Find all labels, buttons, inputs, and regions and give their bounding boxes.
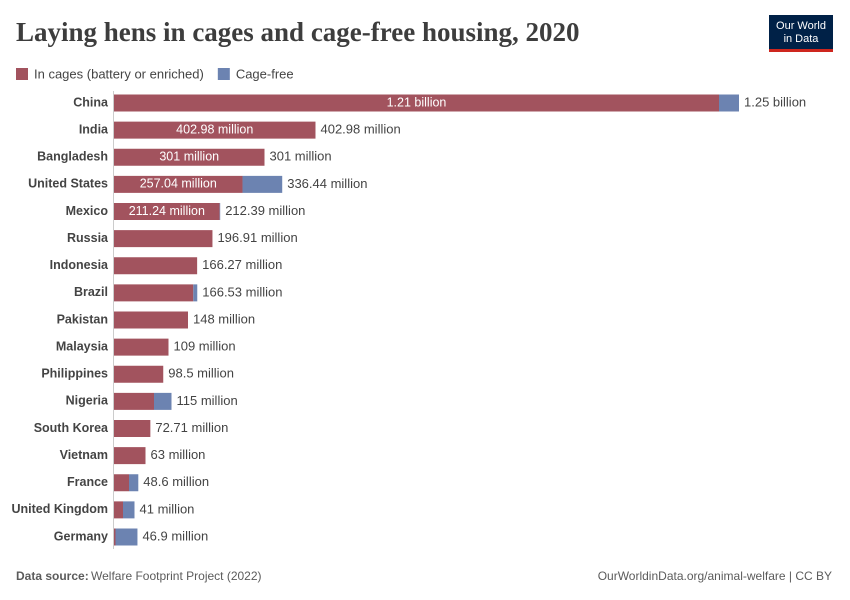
total-label: 109 million bbox=[174, 339, 236, 354]
bar-segment bbox=[123, 501, 135, 519]
total-label: 72.71 million bbox=[155, 420, 228, 435]
category-label: Indonesia bbox=[50, 258, 109, 272]
value-label: 402.98 million bbox=[176, 122, 253, 136]
bar-segment bbox=[114, 501, 123, 519]
category-label: Malaysia bbox=[56, 339, 109, 353]
total-label: 166.27 million bbox=[202, 257, 282, 272]
category-label: Mexico bbox=[66, 204, 109, 218]
total-label: 212.39 million bbox=[225, 203, 305, 218]
total-label: 63 million bbox=[151, 447, 206, 462]
bar-segment bbox=[219, 203, 221, 220]
category-label: Pakistan bbox=[57, 312, 108, 326]
bar-segment bbox=[114, 420, 151, 437]
total-label: 196.91 million bbox=[217, 230, 297, 245]
logo-box bbox=[769, 15, 833, 52]
source-label: Data source: bbox=[16, 569, 89, 583]
logo-stripe bbox=[769, 49, 833, 52]
bar-segment bbox=[129, 474, 139, 492]
total-label: 301 million bbox=[270, 149, 332, 164]
bar-segment bbox=[193, 284, 198, 302]
bar-segment bbox=[114, 528, 116, 546]
bar-segment bbox=[114, 392, 154, 410]
total-label: 48.6 million bbox=[143, 474, 209, 489]
footer-link: OurWorldinData.org/animal-welfare | CC B… bbox=[598, 569, 832, 583]
value-label: 211.24 million bbox=[129, 204, 205, 218]
value-label: 257.04 million bbox=[140, 177, 217, 191]
legend-swatch bbox=[16, 68, 28, 80]
bar-segment bbox=[154, 392, 172, 410]
total-label: 402.98 million bbox=[320, 122, 400, 137]
value-label: 1.21 billion bbox=[387, 95, 447, 109]
chart-title: Laying hens in cages and cage-free housi… bbox=[16, 17, 580, 47]
logo-text: Our World bbox=[776, 20, 826, 32]
total-label: 1.25 billion bbox=[744, 94, 806, 109]
bar-segment bbox=[114, 230, 213, 248]
category-label: Bangladesh bbox=[37, 150, 108, 164]
bar-segment bbox=[114, 365, 164, 383]
category-label: Vietnam bbox=[60, 448, 108, 462]
category-label: South Korea bbox=[34, 421, 109, 435]
total-label: 98.5 million bbox=[168, 366, 234, 381]
category-label: United Kingdom bbox=[11, 502, 108, 516]
category-label: Russia bbox=[67, 231, 109, 245]
bar-segment bbox=[114, 284, 194, 302]
legend-label: In cages (battery or enriched) bbox=[34, 66, 204, 81]
category-label: United States bbox=[28, 177, 108, 191]
source: Welfare Footprint Project (2022) bbox=[91, 569, 262, 583]
value-label: 301 million bbox=[159, 150, 219, 164]
bar-segment bbox=[115, 528, 138, 546]
bar-segment bbox=[242, 175, 283, 193]
bar-segment bbox=[114, 474, 129, 492]
legend-label: Cage-free bbox=[236, 66, 294, 81]
category-label: China bbox=[73, 95, 109, 109]
bar-segment bbox=[114, 203, 220, 220]
category-label: India bbox=[79, 122, 109, 136]
category-label: Philippines bbox=[41, 367, 108, 381]
total-label: 336.44 million bbox=[287, 176, 367, 191]
bar-segment bbox=[114, 311, 188, 329]
total-label: 46.9 million bbox=[142, 528, 208, 543]
bar-segment bbox=[114, 447, 146, 465]
total-label: 148 million bbox=[193, 311, 255, 326]
bar-segment bbox=[719, 94, 739, 112]
bar-segment bbox=[114, 175, 243, 193]
logo-text: in Data bbox=[784, 33, 820, 45]
category-label: France bbox=[67, 475, 108, 489]
category-label: Germany bbox=[54, 529, 108, 543]
bar-segment bbox=[114, 148, 265, 166]
total-label: 166.53 million bbox=[202, 284, 282, 299]
bar-segment bbox=[114, 121, 316, 139]
total-label: 115 million bbox=[177, 393, 238, 408]
bar-segment bbox=[114, 257, 198, 275]
category-label: Nigeria bbox=[66, 394, 109, 408]
logo: Our World in Data bbox=[769, 15, 833, 52]
total-label: 41 million bbox=[140, 501, 195, 516]
legend-swatch bbox=[217, 68, 230, 80]
bar-segment bbox=[114, 94, 719, 112]
category-label: Brazil bbox=[74, 285, 108, 299]
bar-segment bbox=[114, 338, 169, 356]
